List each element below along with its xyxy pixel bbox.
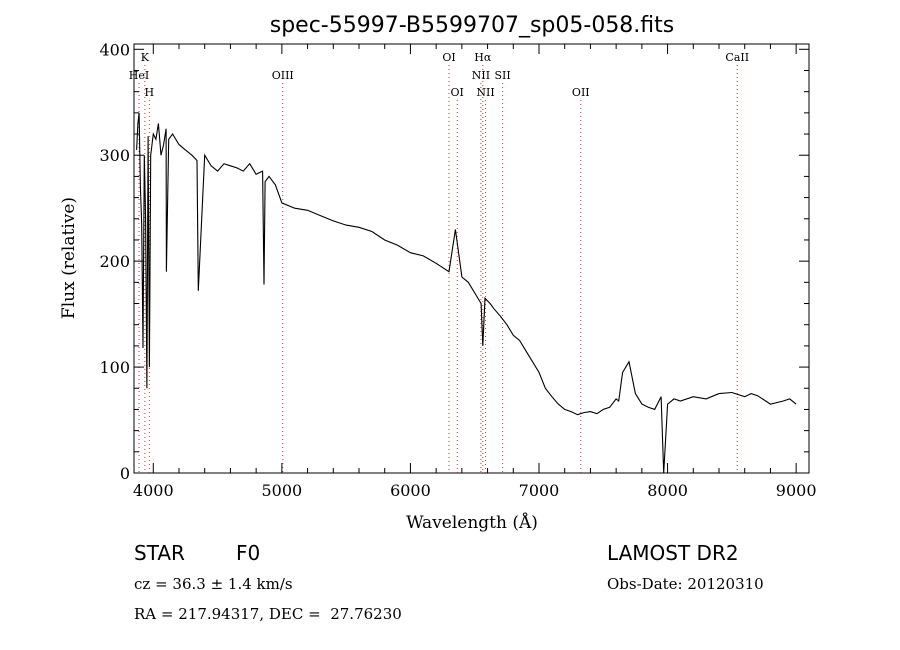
line-label: SII bbox=[494, 69, 510, 82]
line-label: OI bbox=[442, 51, 455, 64]
x-axis-label: Wavelength (Å) bbox=[406, 512, 538, 533]
line-label: H bbox=[145, 86, 155, 99]
observation-date: Obs-Date: 20120310 bbox=[607, 575, 764, 593]
line-label: OI bbox=[451, 86, 464, 99]
x-tick-label: 6000 bbox=[390, 481, 431, 500]
x-tick-label: 9000 bbox=[776, 481, 817, 500]
line-label: Hα bbox=[474, 51, 492, 64]
y-tick-label: 0 bbox=[120, 464, 130, 483]
line-label: OII bbox=[572, 86, 590, 99]
line-label: OIII bbox=[272, 69, 294, 82]
survey-name: LAMOST DR2 bbox=[607, 541, 739, 565]
redshift-cz: cz = 36.3 ± 1.4 km/s bbox=[134, 575, 293, 593]
y-tick-label: 100 bbox=[99, 358, 130, 377]
object-class: STAR bbox=[134, 541, 185, 565]
line-label: NII bbox=[472, 69, 490, 82]
y-tick-label: 400 bbox=[99, 40, 130, 59]
sky-coordinates: RA = 217.94317, DEC = 27.76230 bbox=[134, 605, 402, 623]
line-label: NII bbox=[476, 86, 494, 99]
x-tick-label: 8000 bbox=[647, 481, 688, 500]
axes-ticks: 4000 5000 6000 7000 8000 9000 0 100 200 300 400 bbox=[99, 40, 816, 500]
x-tick-label: 4000 bbox=[133, 481, 174, 500]
x-tick-label: 7000 bbox=[519, 481, 560, 500]
line-label: K bbox=[141, 51, 150, 64]
line-label: CaII bbox=[725, 51, 749, 64]
subclass: F0 bbox=[236, 541, 261, 565]
y-tick-label: 200 bbox=[99, 252, 130, 271]
spectrum-line bbox=[136, 112, 797, 474]
plot-frame bbox=[133, 43, 810, 474]
chart-title: spec-55997-B5599707_sp05-058.fits bbox=[270, 13, 675, 38]
line-label: HeI bbox=[129, 69, 149, 82]
y-tick-label: 300 bbox=[99, 146, 130, 165]
x-tick-label: 5000 bbox=[261, 481, 302, 500]
y-axis-label: Flux (relative) bbox=[59, 197, 79, 319]
